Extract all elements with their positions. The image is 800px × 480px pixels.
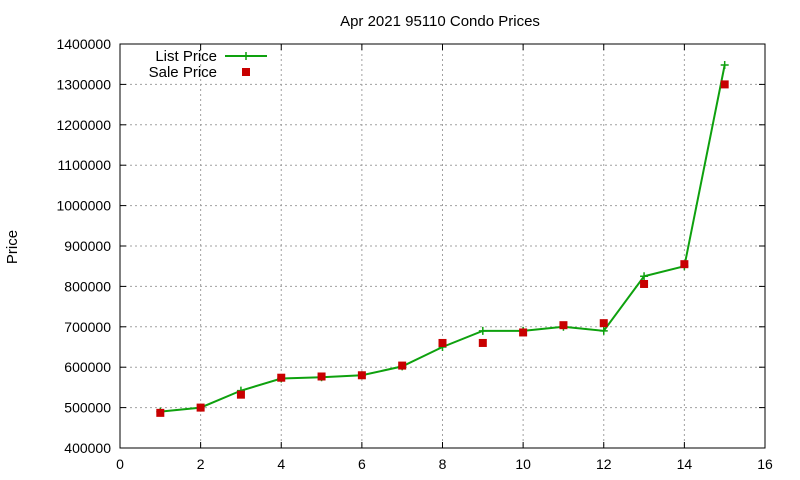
square-marker bbox=[559, 321, 568, 330]
legend-label-list-price: List Price bbox=[155, 48, 217, 65]
square-marker bbox=[599, 319, 608, 328]
square-marker bbox=[478, 338, 487, 347]
square-marker bbox=[640, 279, 649, 288]
plot-border bbox=[119, 43, 766, 449]
y-tick-label: 600000 bbox=[64, 359, 111, 375]
y-tick-label: 1300000 bbox=[56, 76, 111, 92]
square-marker bbox=[720, 80, 729, 89]
plus-marker bbox=[640, 272, 649, 281]
square-marker bbox=[519, 328, 528, 337]
x-tick-label: 10 bbox=[515, 456, 531, 472]
y-tick-label: 500000 bbox=[64, 400, 111, 416]
y-tick-label: 1200000 bbox=[56, 117, 111, 133]
legend-label-sale-price: Sale Price bbox=[149, 64, 217, 81]
square-marker bbox=[398, 361, 407, 370]
x-tick-label: 14 bbox=[677, 456, 693, 472]
x-tick-label: 8 bbox=[439, 456, 447, 472]
legend-square-swatch bbox=[242, 68, 250, 76]
data-series bbox=[156, 61, 729, 417]
plus-marker bbox=[478, 326, 487, 335]
x-tick-label: 4 bbox=[277, 456, 285, 472]
square-marker bbox=[317, 372, 326, 381]
y-axis-label: Price bbox=[4, 230, 21, 264]
y-tick-label: 1100000 bbox=[58, 157, 112, 173]
square-marker bbox=[277, 373, 286, 382]
y-tick-label: 700000 bbox=[64, 319, 111, 335]
x-tick-label: 12 bbox=[596, 456, 612, 472]
y-tick-label: 900000 bbox=[64, 238, 111, 254]
square-marker bbox=[680, 260, 689, 269]
legend-plus-swatch bbox=[242, 52, 250, 60]
x-tick-label: 2 bbox=[197, 456, 205, 472]
chart-title: Apr 2021 95110 Condo Prices bbox=[340, 13, 540, 30]
x-tick-label: 6 bbox=[358, 456, 366, 472]
y-tick-label: 400000 bbox=[64, 440, 111, 456]
square-marker bbox=[438, 338, 447, 347]
square-marker bbox=[357, 371, 366, 380]
y-tick-label: 1000000 bbox=[56, 198, 111, 214]
y-tick-label: 800000 bbox=[64, 278, 111, 294]
plus-marker bbox=[720, 61, 729, 70]
square-marker bbox=[236, 390, 245, 399]
square-marker bbox=[196, 403, 205, 412]
x-tick-label: 16 bbox=[757, 456, 773, 472]
series-sale-price bbox=[156, 80, 729, 417]
square-marker bbox=[156, 408, 165, 417]
axes: 0 2 4 6 8 10 12 14 16 400000 500000 600000 700000 800… bbox=[56, 36, 773, 472]
x-tick-label: 0 bbox=[116, 456, 124, 472]
plus-marker bbox=[599, 326, 608, 335]
y-tick-label: 1400000 bbox=[56, 36, 111, 52]
